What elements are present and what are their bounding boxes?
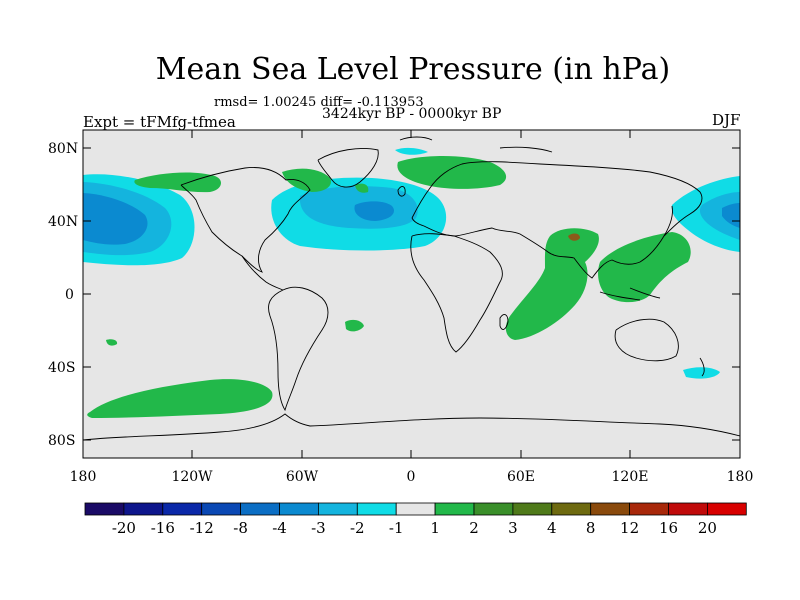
positive-anomaly-greenland-east <box>355 183 369 193</box>
positive-anomaly-tibet <box>568 233 580 241</box>
axis-ticks <box>83 130 740 458</box>
lon-label-180e: 180 <box>727 469 754 485</box>
colorbar-box <box>395 502 436 516</box>
colorbar-box <box>84 502 125 516</box>
colorbar-box <box>434 502 475 516</box>
map-title: Mean Sea Level Pressure (in hPa) <box>155 52 671 87</box>
coast-africa <box>410 233 503 353</box>
positive-anomaly-central-atlantic <box>345 319 364 332</box>
colorbar-label: 3 <box>508 519 518 537</box>
colorbar-label: -12 <box>190 519 214 537</box>
colorbar-box <box>240 502 280 516</box>
coast-new-zealand <box>699 357 705 377</box>
coast-south-america <box>268 286 329 412</box>
coast-arctic-islands <box>399 136 553 153</box>
positive-anomaly-hudson <box>282 168 331 192</box>
colorbar <box>84 502 747 516</box>
negative-anomaly-north-pacific-east-center <box>722 203 740 228</box>
colorbar-box <box>707 502 747 516</box>
coast-madagascar <box>499 314 509 330</box>
colorbar-box <box>317 502 358 516</box>
colorbar-label: 1 <box>430 519 440 537</box>
colorbar-label: -2 <box>350 519 365 537</box>
coast-australia <box>614 318 679 362</box>
lat-label-40n: 40N <box>48 214 78 230</box>
lat-label-80s: 80S <box>48 433 75 449</box>
lon-label-120w: 120W <box>171 469 213 485</box>
coast-greenland <box>317 148 379 188</box>
lon-label-120e: 120E <box>612 469 649 485</box>
positive-anomaly-scandinavia <box>397 156 507 189</box>
colorbar-label: -4 <box>272 519 287 537</box>
colorbar-label: -8 <box>233 519 248 537</box>
colorbar-box <box>356 502 397 516</box>
experiment-label: Expt = tFMfg-tfmea <box>83 113 236 131</box>
colorbar-box <box>201 502 241 516</box>
coast-north-america <box>180 167 311 273</box>
colorbar-label: -3 <box>311 519 326 537</box>
lon-label-0: 0 <box>407 469 416 485</box>
negative-anomaly-north-atlantic-center <box>354 201 395 221</box>
colorbar-label: 20 <box>698 519 717 537</box>
colorbar-labels: -20 -16 -12 -8 -4 -3 -2 -1 1 2 3 4 8 12 16 20 <box>112 519 717 537</box>
lon-label-180w: 180 <box>70 469 97 485</box>
coast-uk <box>397 186 406 197</box>
season-label: DJF <box>712 111 741 129</box>
positive-anomaly-south-pacific <box>87 379 273 418</box>
colorbar-label: -20 <box>112 519 136 537</box>
period-text: 3424kyr BP - 0000kyr BP <box>322 106 502 122</box>
negative-anomaly-north-pacific-east-core <box>699 192 740 240</box>
stats-text: rmsd= 1.00245 diff= -0.113953 <box>214 95 424 110</box>
colorbar-box <box>551 502 592 516</box>
coast-indonesia <box>599 287 661 301</box>
positive-anomaly-indian-ocean <box>505 228 599 340</box>
colorbar-label: 16 <box>659 519 678 537</box>
colorbar-label: 12 <box>620 519 639 537</box>
lon-label-60e: 60E <box>507 469 535 485</box>
lon-label-60w: 60W <box>286 469 319 485</box>
colorbar-box <box>123 502 164 516</box>
colorbar-box <box>512 502 553 516</box>
colorbar-box <box>590 502 631 516</box>
lat-label-40s: 40S <box>48 360 75 376</box>
positive-anomaly-west-pacific <box>598 232 691 303</box>
colorbar-label: -1 <box>389 519 404 537</box>
colorbar-box <box>473 502 514 516</box>
colorbar-label: -16 <box>151 519 175 537</box>
lat-label-80n: 80N <box>48 141 78 157</box>
coast-central-america <box>241 255 284 291</box>
negative-anomaly-southern-ocean <box>683 367 720 379</box>
negative-anomaly-north-pacific-west-center <box>83 193 148 245</box>
colorbar-label: 2 <box>469 519 479 537</box>
coast-europe-asia <box>411 161 703 279</box>
colorbar-box <box>279 502 319 516</box>
lat-label-0: 0 <box>65 287 74 303</box>
colorbar-label: 8 <box>586 519 596 537</box>
colorbar-label: 4 <box>547 519 557 537</box>
coast-japan <box>663 205 673 237</box>
positive-anomaly-north-america <box>134 172 222 193</box>
coastlines <box>83 136 740 441</box>
positive-anomaly-east-pacific-spot <box>106 339 118 346</box>
colorbar-box <box>162 502 203 516</box>
colorbar-box <box>629 502 669 516</box>
colorbar-box <box>668 502 708 516</box>
coast-antarctica <box>83 413 740 441</box>
negative-anomaly-arctic <box>395 147 428 155</box>
